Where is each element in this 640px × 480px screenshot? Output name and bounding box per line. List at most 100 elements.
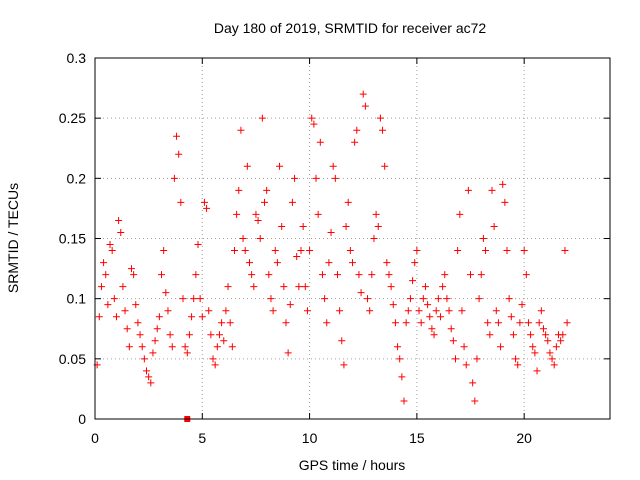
- data-point: [211, 361, 219, 369]
- data-point: [108, 247, 116, 255]
- data-point: [381, 162, 389, 170]
- data-point: [404, 307, 412, 315]
- data-point: [291, 174, 299, 182]
- data-point: [361, 102, 369, 110]
- data-point: [198, 313, 206, 321]
- data-point: [490, 222, 498, 230]
- data-point: [460, 343, 468, 351]
- data-point: [475, 295, 483, 303]
- x-tick-label: 15: [409, 430, 425, 446]
- data-point: [419, 295, 427, 303]
- data-point: [531, 349, 539, 357]
- data-point: [340, 361, 348, 369]
- data-point: [140, 355, 148, 363]
- data-point: [462, 361, 470, 369]
- data-point: [323, 319, 331, 327]
- data-point: [175, 150, 183, 158]
- data-point: [372, 210, 380, 218]
- data-point: [391, 319, 399, 327]
- data-point: [413, 247, 421, 255]
- data-point: [130, 271, 138, 279]
- data-point: [209, 355, 217, 363]
- data-point: [110, 295, 118, 303]
- data-point: [434, 295, 442, 303]
- data-point: [426, 313, 434, 321]
- y-tick-label: 0.25: [59, 110, 86, 126]
- data-point: [398, 373, 406, 381]
- data-point: [325, 259, 333, 267]
- data-point: [494, 319, 502, 327]
- data-point: [168, 343, 176, 351]
- data-point: [123, 325, 131, 333]
- data-point: [376, 114, 384, 122]
- data-point: [424, 301, 432, 309]
- data-point: [160, 247, 168, 255]
- data-point: [125, 343, 133, 351]
- x-tick-label: 5: [198, 430, 206, 446]
- data-point: [271, 247, 279, 255]
- data-point: [505, 295, 513, 303]
- data-point: [527, 331, 535, 339]
- data-point: [559, 331, 567, 339]
- data-point: [269, 307, 277, 315]
- data-point: [235, 186, 243, 194]
- data-point: [226, 319, 234, 327]
- data-point: [439, 283, 447, 291]
- data-point: [366, 307, 374, 315]
- data-point: [138, 343, 146, 351]
- data-point: [145, 373, 153, 381]
- data-point: [537, 307, 545, 315]
- data-point: [301, 283, 309, 291]
- data-point: [200, 198, 208, 206]
- data-point: [533, 367, 541, 375]
- data-point: [497, 343, 505, 351]
- data-point: [512, 355, 520, 363]
- data-point: [357, 289, 365, 297]
- data-point: [464, 186, 472, 194]
- data-point: [421, 283, 429, 291]
- data-point: [190, 295, 198, 303]
- data-point: [263, 186, 271, 194]
- data-point: [207, 331, 215, 339]
- data-point: [149, 349, 157, 357]
- data-point: [477, 271, 485, 279]
- data-point: [436, 313, 444, 321]
- data-point: [280, 283, 288, 291]
- data-point: [355, 271, 363, 279]
- data-point: [136, 331, 144, 339]
- data-point: [102, 271, 110, 279]
- data-point: [185, 331, 193, 339]
- data-point: [314, 210, 322, 218]
- data-point: [492, 307, 500, 315]
- data-point: [267, 295, 275, 303]
- data-point: [469, 379, 477, 387]
- x-tick-label: 0: [91, 430, 99, 446]
- data-point: [353, 126, 361, 134]
- data-point: [484, 319, 492, 327]
- data-point: [316, 138, 324, 146]
- data-point: [387, 283, 395, 291]
- data-point: [389, 301, 397, 309]
- data-point: [306, 247, 314, 255]
- x-axis-label: GPS time / hours: [299, 457, 406, 473]
- data-point: [359, 90, 367, 98]
- data-point: [250, 283, 258, 291]
- data-point: [443, 295, 451, 303]
- data-point: [121, 307, 129, 315]
- data-point: [155, 313, 163, 321]
- data-point: [288, 198, 296, 206]
- data-point: [310, 120, 318, 128]
- data-point: [383, 259, 391, 267]
- data-point: [473, 355, 481, 363]
- data-point: [447, 325, 455, 333]
- data-point: [228, 343, 236, 351]
- data-point: [252, 210, 260, 218]
- data-point: [170, 174, 178, 182]
- data-point: [293, 253, 301, 261]
- data-point: [153, 325, 161, 333]
- y-tick-label: 0.1: [67, 291, 87, 307]
- data-point: [374, 222, 382, 230]
- data-point: [218, 319, 226, 327]
- data-point: [467, 271, 475, 279]
